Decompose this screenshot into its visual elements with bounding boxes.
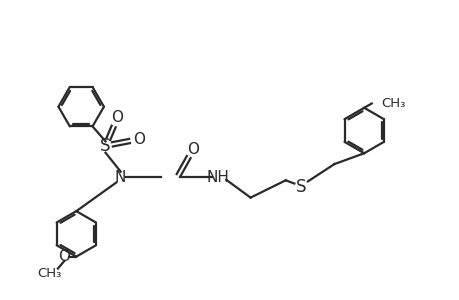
Text: CH₃: CH₃ [381,97,405,110]
Text: S: S [100,137,111,155]
Text: O: O [186,142,198,158]
Text: N: N [115,169,126,184]
Text: O: O [111,110,123,125]
Text: NH: NH [206,169,229,184]
Text: O: O [133,132,145,147]
Text: S: S [295,178,306,196]
Text: O: O [58,249,70,264]
Text: CH₃: CH₃ [37,267,62,280]
